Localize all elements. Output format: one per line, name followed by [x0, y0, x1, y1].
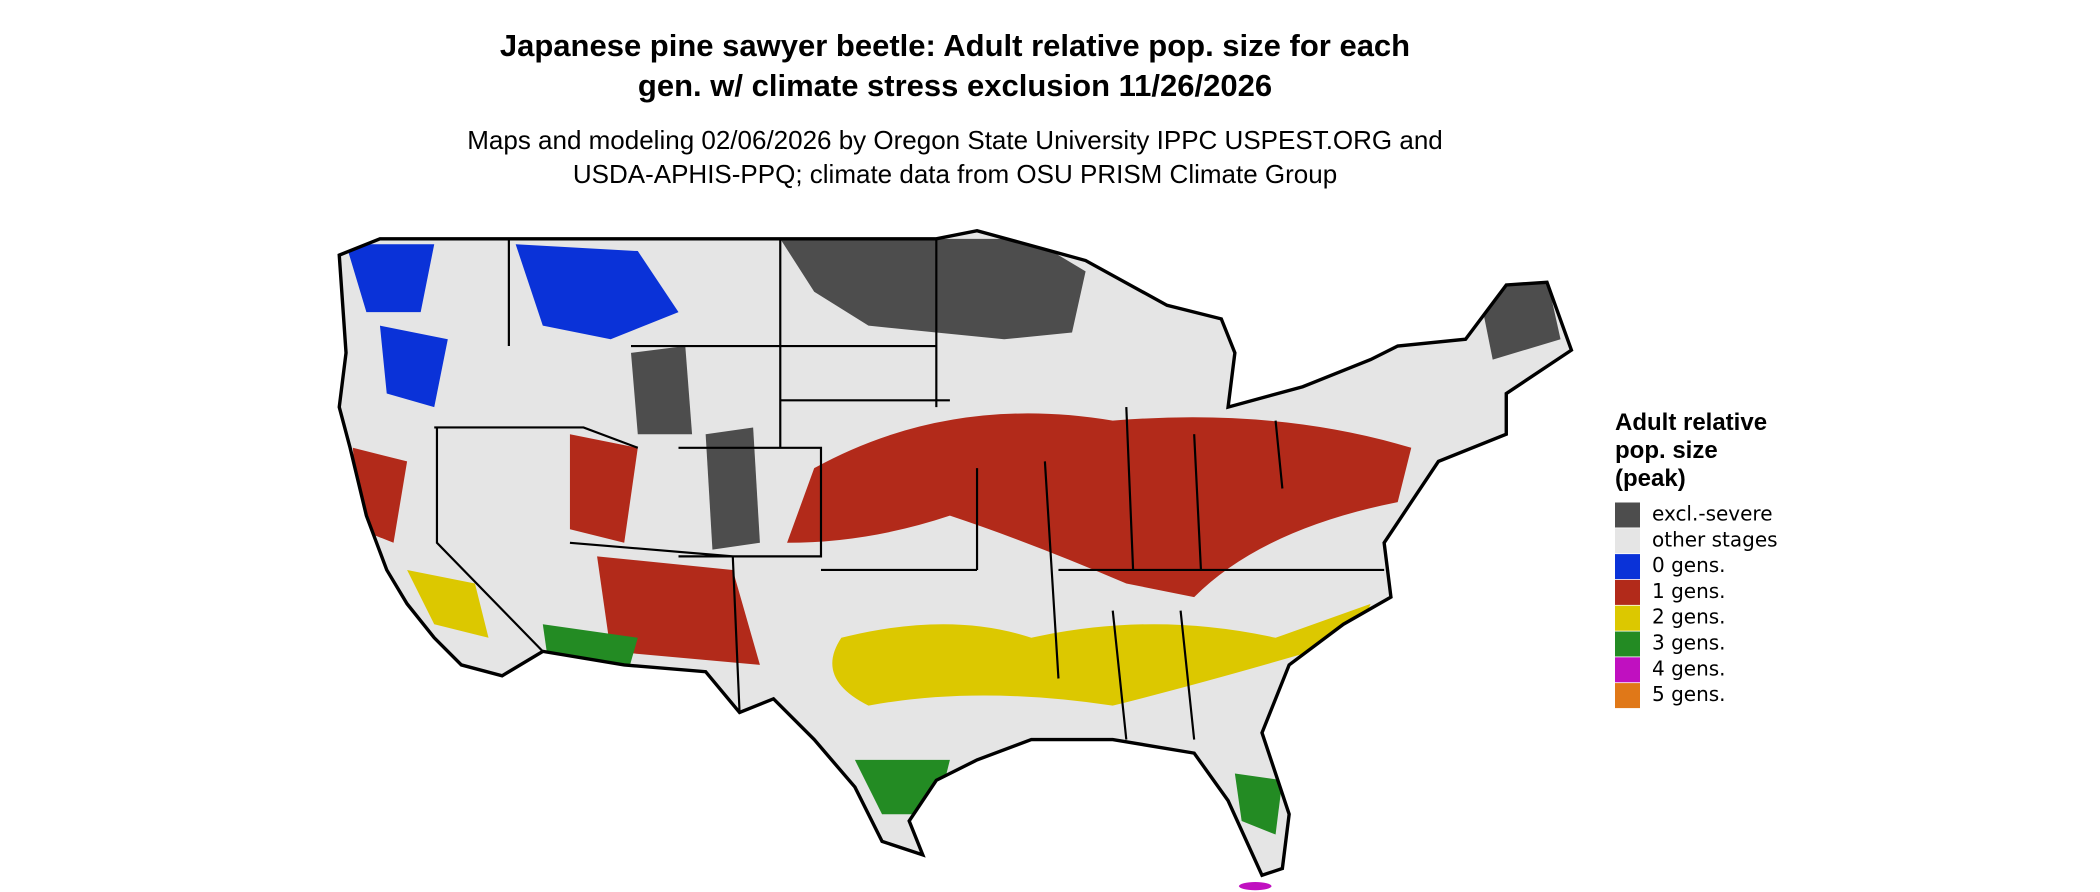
legend-label: 1 gens.	[1652, 579, 1726, 603]
legend-swatch	[1615, 683, 1640, 709]
region	[569, 434, 638, 543]
subtitle-line: USDA-APHIS-PPQ; climate data from OSU PR…	[573, 159, 1337, 189]
legend-label: 0 gens.	[1652, 553, 1726, 577]
region	[705, 427, 760, 550]
state-borders	[434, 238, 1385, 740]
region	[515, 244, 679, 340]
legend-swatch	[1615, 631, 1640, 657]
region	[1479, 278, 1561, 360]
region	[346, 244, 435, 313]
legend-label: 3 gens.	[1652, 631, 1726, 655]
legend-label: other stages	[1652, 527, 1778, 551]
legend-title-line: (peak)	[1615, 465, 1686, 492]
legend-label: 4 gens.	[1652, 656, 1726, 680]
legend-label: 2 gens.	[1652, 605, 1726, 629]
legend-label: 5 gens.	[1652, 682, 1726, 706]
title-line: gen. w/ climate stress exclusion 11/26/2…	[638, 68, 1272, 103]
region	[787, 413, 1412, 598]
legend-title-line: Adult relative	[1615, 409, 1767, 436]
legend-swatch	[1615, 554, 1640, 580]
legend: Adult relative pop. size (peak) excl.-se…	[1615, 409, 1778, 709]
map	[337, 228, 1574, 891]
legend-label: excl.-severe	[1652, 502, 1773, 526]
title-line: Japanese pine sawyer beetle: Adult relat…	[500, 28, 1410, 63]
region	[631, 346, 693, 435]
subtitle-line: Maps and modeling 02/06/2026 by Oregon S…	[467, 125, 1443, 155]
region	[407, 569, 489, 638]
legend-swatch	[1615, 579, 1640, 605]
region	[1238, 882, 1272, 891]
region	[379, 325, 448, 408]
region	[832, 603, 1371, 706]
us-outline	[337, 228, 1574, 878]
legend-swatch	[1615, 528, 1640, 554]
region	[780, 238, 1086, 340]
region	[597, 556, 760, 665]
legend-swatch	[1615, 605, 1640, 631]
legend-title-line: pop. size	[1615, 437, 1718, 464]
region	[1234, 773, 1283, 835]
legend-swatch	[1615, 657, 1640, 683]
legend-swatch	[1615, 502, 1640, 528]
